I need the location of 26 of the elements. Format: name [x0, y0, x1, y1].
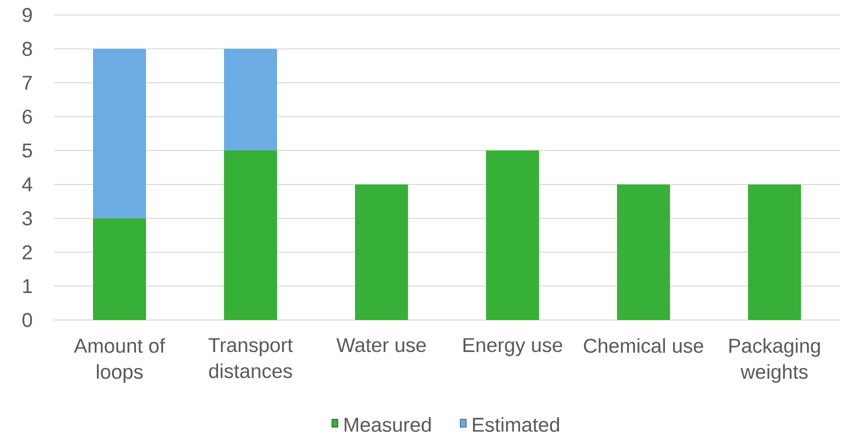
- bar: [486, 150, 540, 320]
- x-tick-label: Packaging weights: [729, 338, 820, 383]
- y-tick-label: 3: [22, 211, 32, 226]
- x-tick-label: Amount of loops: [74, 338, 166, 383]
- legend-label: Estimated: [473, 417, 560, 432]
- y-tick-label: 0: [22, 312, 32, 328]
- x-tick-label: Chemical use: [584, 338, 704, 353]
- bar: [224, 150, 278, 320]
- bar: [93, 218, 146, 320]
- x-tick-label: Transport distances: [208, 338, 293, 378]
- y-tick-label: 6: [22, 110, 32, 124]
- bar: [617, 184, 670, 320]
- x-tick-label: Energy use: [464, 338, 562, 356]
- bar: [355, 184, 408, 320]
- y-tick-label: 2: [22, 245, 32, 260]
- legend-label: Measured: [344, 417, 431, 432]
- bar: [93, 48, 146, 218]
- bar: [224, 48, 278, 151]
- y-tick-label: 8: [22, 42, 32, 56]
- y-tick-label: 1: [23, 279, 32, 293]
- x-tick-label: Water use: [336, 338, 426, 352]
- y-tick-label: 4: [22, 178, 32, 192]
- y-tick-label: 9: [22, 8, 32, 22]
- y-tick-label: 7: [22, 76, 32, 90]
- bar: [748, 184, 802, 320]
- y-tick-label: 5: [22, 144, 32, 158]
